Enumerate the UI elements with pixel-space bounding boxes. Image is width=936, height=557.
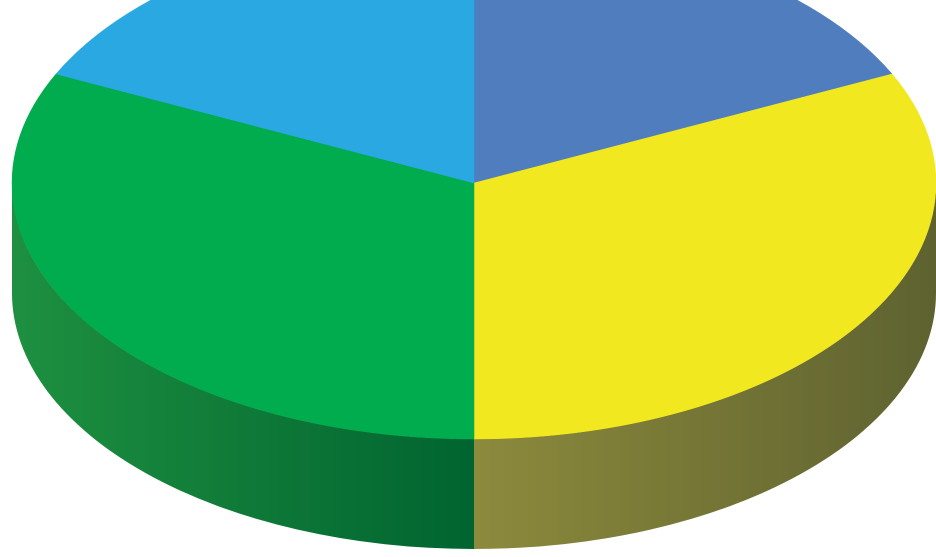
pie-top-layer: [11, 0, 936, 440]
pie-slice-side-3: [12, 183, 474, 549]
pie-slice-3: [11, 73, 475, 440]
pie-slice-1: [473, 0, 893, 184]
pie-side-layer: [12, 183, 936, 549]
pie-slice-side-2: [474, 183, 936, 549]
pie-slice-2: [473, 73, 936, 440]
pie-slice-4: [55, 0, 475, 184]
